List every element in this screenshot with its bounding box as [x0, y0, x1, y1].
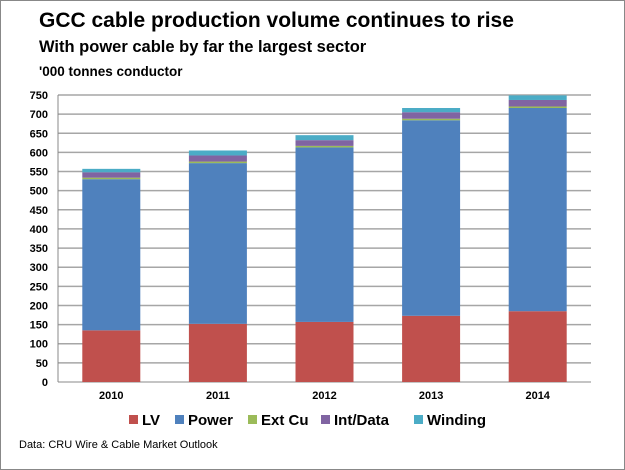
bar-int-data-2011	[188, 155, 247, 162]
bar-ext-cu-2013	[402, 118, 461, 121]
bar-winding-2010	[82, 168, 141, 173]
y-axis-label: '000 tonnes conductor	[39, 64, 183, 79]
y-tick-label: 100	[30, 339, 48, 351]
chart-subtitle: With power cable by far the largest sect…	[39, 38, 367, 56]
legend-label: Power	[188, 412, 233, 429]
legend-label: Int/Data	[334, 412, 390, 429]
bar-power-2012	[295, 147, 354, 322]
legend-swatch	[248, 415, 257, 424]
bar-int-data-2010	[82, 172, 141, 178]
y-tick-label: 50	[36, 358, 48, 370]
bar-power-2014	[508, 108, 567, 312]
bar-lv-2014	[508, 311, 567, 382]
bar-int-data-2013	[402, 112, 461, 119]
legend-swatch	[175, 415, 184, 424]
y-tick-label: 150	[30, 320, 48, 332]
bar-ext-cu-2011	[188, 161, 247, 164]
bar-int-data-2014	[508, 99, 567, 107]
x-tick-label: 2014	[525, 390, 550, 402]
bar-winding-2012	[295, 135, 354, 141]
chart-title: GCC cable production volume continues to…	[39, 9, 514, 32]
bar-ext-cu-2010	[82, 177, 141, 180]
y-tick-label: 500	[30, 186, 48, 198]
bar-winding-2014	[508, 95, 567, 100]
y-tick-label: 250	[30, 281, 48, 293]
bar-lv-2012	[295, 321, 354, 382]
legend-swatch	[414, 415, 423, 424]
x-tick-label: 2013	[419, 390, 443, 402]
legend-label: Winding	[427, 412, 486, 429]
bar-lv-2010	[82, 330, 141, 382]
bar-power-2011	[188, 163, 247, 324]
legend-label: Ext Cu	[261, 412, 309, 429]
legend-swatch	[129, 415, 138, 424]
bar-power-2010	[82, 179, 141, 331]
y-tick-label: 400	[30, 224, 48, 236]
bar-ext-cu-2014	[508, 106, 567, 109]
y-tick-label: 300	[30, 262, 48, 274]
bar-lv-2011	[188, 323, 247, 382]
bar-ext-cu-2012	[295, 145, 354, 148]
bar-power-2013	[402, 120, 461, 316]
bar-int-data-2012	[295, 140, 354, 146]
x-tick-label: 2010	[99, 390, 123, 402]
source-note: Data: CRU Wire & Cable Market Outlook	[19, 439, 218, 451]
y-tick-label: 0	[42, 377, 48, 389]
bar-winding-2011	[188, 150, 247, 156]
legend-swatch	[321, 415, 330, 424]
x-tick-label: 2012	[312, 390, 336, 402]
y-tick-label: 450	[30, 205, 48, 217]
y-tick-label: 600	[30, 147, 48, 159]
y-tick-label: 700	[30, 109, 48, 121]
y-tick-label: 550	[30, 167, 48, 179]
legend-label: LV	[142, 412, 160, 429]
bar-lv-2013	[402, 315, 461, 382]
y-tick-label: 200	[30, 300, 48, 312]
y-tick-label: 750	[30, 90, 48, 102]
y-tick-label: 350	[30, 243, 48, 255]
x-tick-label: 2011	[206, 390, 230, 402]
y-tick-label: 650	[30, 128, 48, 140]
bar-winding-2013	[402, 108, 461, 113]
